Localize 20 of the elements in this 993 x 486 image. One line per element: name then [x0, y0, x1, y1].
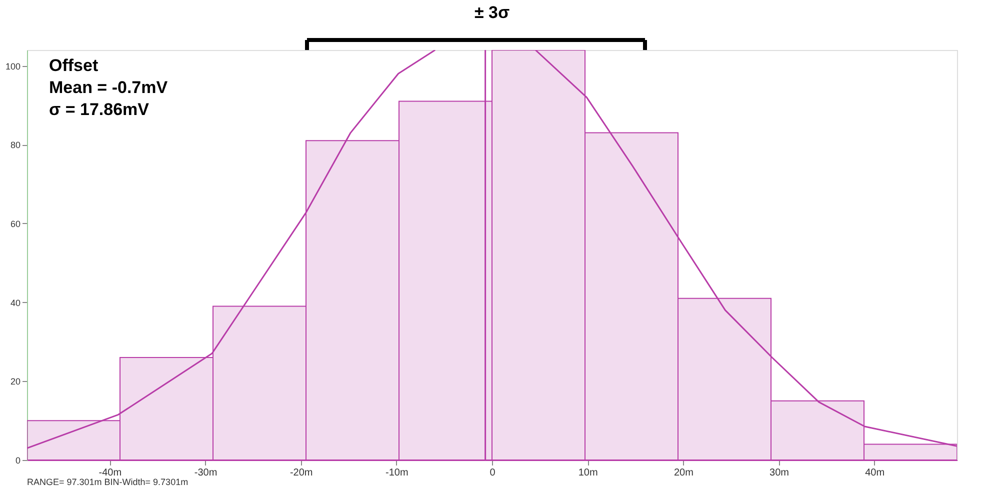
text: RANGE= 97.301m BIN-Width= 9.7301m: [27, 477, 188, 486]
y-tick-label: 20: [10, 376, 20, 387]
x-tick-label: 30m: [770, 468, 789, 478]
annotation: σ = 17.86mV: [49, 100, 150, 119]
x-tick-label: -40m: [98, 468, 122, 478]
x-tick-label: -20m: [290, 468, 313, 478]
x-tick-label: 20m: [674, 468, 694, 478]
x-tick-label: -10m: [386, 468, 408, 478]
annotation: Mean = -0.7mV: [49, 78, 168, 97]
x-tick-label: 10m: [578, 468, 598, 478]
y-tick-label: 0: [15, 456, 20, 466]
chart-title: ± 3σ: [474, 3, 510, 22]
y-tick-label: 100: [5, 61, 20, 72]
x-tick-label: 0: [490, 468, 496, 478]
x-tick-label: 40m: [865, 468, 885, 478]
y-tick-label: 40: [10, 298, 20, 308]
annotation: Offset: [49, 56, 98, 75]
x-tick-label: -30m: [194, 468, 218, 478]
y-tick-label: 80: [10, 140, 20, 150]
y-tick-label: 60: [10, 218, 20, 229]
